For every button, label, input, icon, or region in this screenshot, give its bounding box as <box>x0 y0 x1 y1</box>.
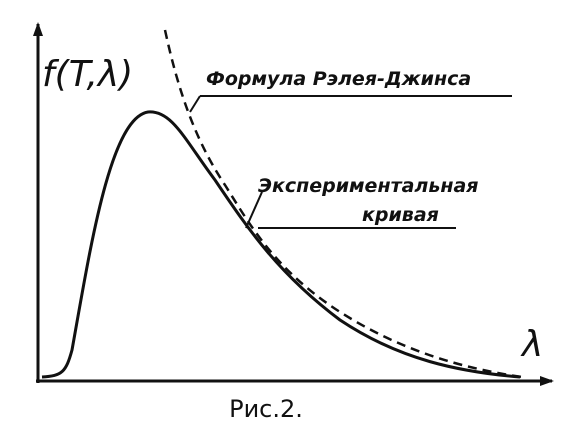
exp-label-2: кривая <box>362 204 439 226</box>
y-axis-label: f(T,λ) <box>42 54 133 95</box>
caption: Рис.2. <box>229 395 303 423</box>
rj-label: Формула Рэлея-Джинса <box>206 68 471 90</box>
experimental-curve <box>41 110 521 379</box>
exp-leader <box>245 191 263 229</box>
x-axis-label: λ <box>520 324 543 365</box>
exp-label-1: Экспериментальная <box>258 175 479 197</box>
rj-leader <box>189 95 201 113</box>
rayleigh-jeans-curve <box>163 29 523 379</box>
